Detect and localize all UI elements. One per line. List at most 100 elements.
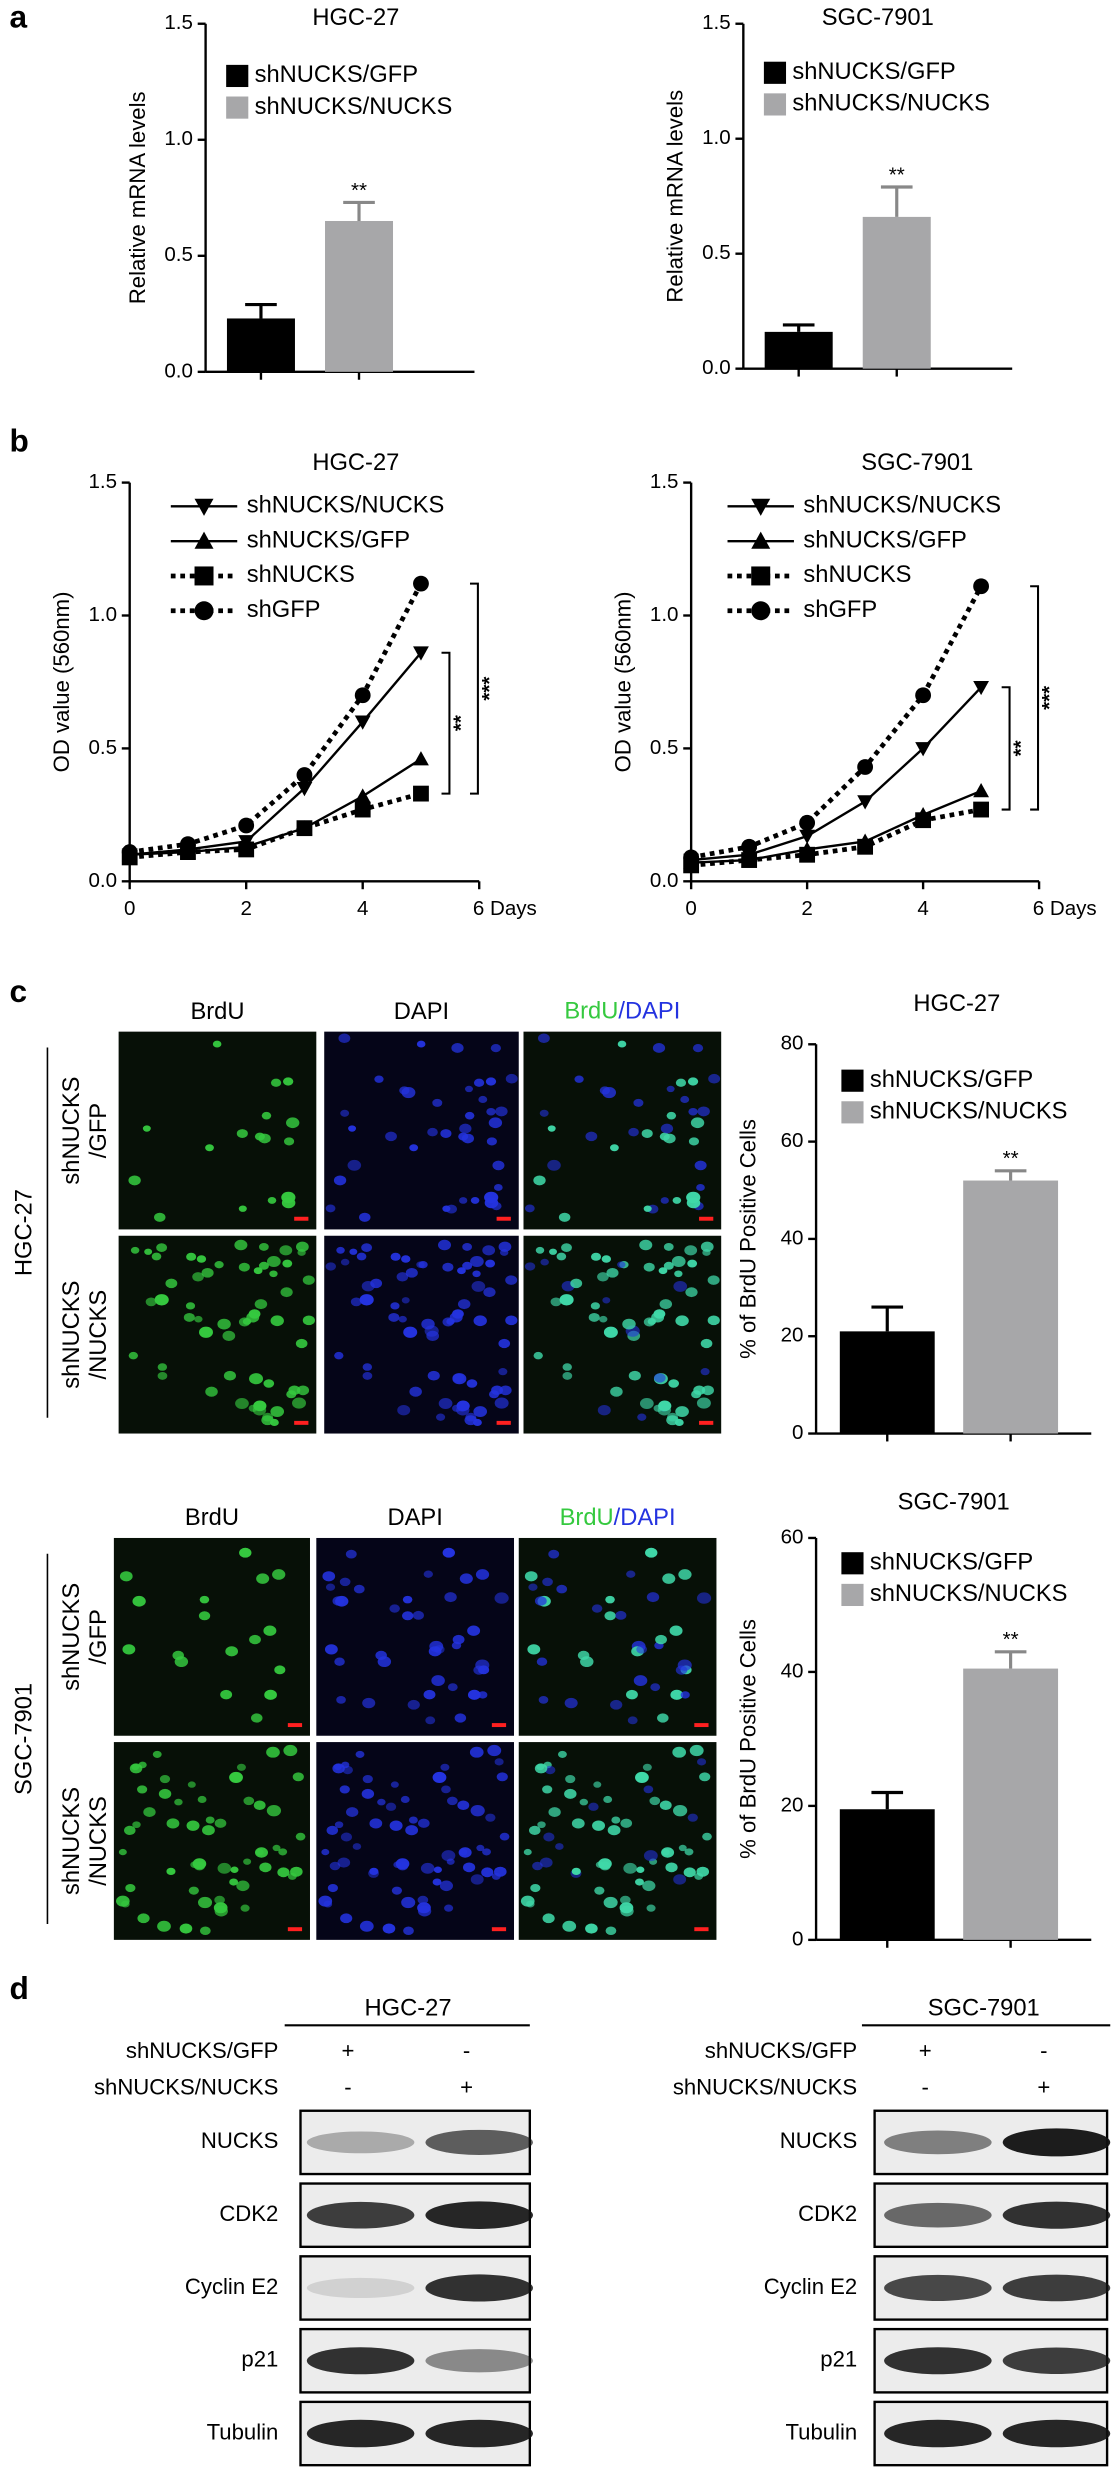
y-tick-label: 0.5 (88, 736, 117, 759)
nucleus (548, 1549, 560, 1559)
nucleus (196, 1255, 207, 1263)
panel-letter: b (9, 422, 28, 458)
nucleus (505, 1315, 518, 1326)
nucleus (680, 1095, 690, 1104)
y-tick-label: 40 (781, 1659, 804, 1682)
significance: ** (1003, 1147, 1019, 1170)
nucleus (603, 1795, 613, 1803)
nucleus (348, 1125, 357, 1132)
nucleus (673, 1874, 687, 1885)
nucleus (198, 1611, 211, 1621)
nucleus (495, 1106, 508, 1117)
nucleus (533, 1175, 546, 1186)
band (1002, 2419, 1111, 2448)
nucleus (702, 1249, 711, 1256)
legend-swatch (841, 1552, 864, 1575)
nucleus (199, 1595, 210, 1604)
nucleus (390, 1302, 400, 1310)
nucleus (302, 1275, 315, 1285)
series-line (129, 758, 422, 856)
y-tick-label: 0 (792, 1421, 803, 1444)
x-tick-label: 0 (124, 897, 135, 920)
nucleus (217, 1318, 231, 1330)
nucleus (253, 1800, 266, 1810)
nucleus (540, 1258, 549, 1266)
nucleus (643, 1785, 654, 1794)
nucleus (462, 1261, 473, 1270)
nucleus (686, 1191, 701, 1204)
marker (413, 785, 429, 802)
nucleus (433, 1645, 445, 1654)
marker (194, 531, 214, 549)
micrograph (118, 1235, 317, 1434)
nucleus (438, 1398, 453, 1410)
nucleus (389, 1604, 400, 1613)
nucleus (174, 1656, 189, 1668)
nucleus (401, 1297, 410, 1304)
nucleus (243, 1796, 255, 1806)
nucleus (296, 1241, 309, 1252)
condition-mark: - (463, 2038, 470, 2063)
nucleus (152, 1750, 162, 1758)
significance: ** (351, 179, 367, 202)
nucleus (597, 1272, 609, 1282)
nucleus (417, 1902, 431, 1914)
column-header: BrdU/DAPI (560, 1505, 676, 1531)
nucleus (350, 1297, 362, 1307)
nucleus (486, 1137, 497, 1146)
micrograph (523, 1235, 722, 1434)
nucleus (263, 1379, 275, 1388)
significance: ** (1010, 740, 1033, 756)
nucleus (691, 1390, 702, 1399)
marker (973, 680, 990, 696)
significance: *** (478, 677, 501, 701)
nucleus (700, 1368, 710, 1376)
nucleus (270, 1078, 282, 1087)
band (306, 2201, 415, 2229)
nucleus (669, 1625, 683, 1636)
nucleus (302, 1315, 315, 1326)
nucleus (266, 1746, 280, 1758)
nucleus (412, 1610, 424, 1620)
nucleus (597, 1405, 611, 1416)
micrograph (518, 1742, 717, 1940)
nucleus (462, 1242, 473, 1251)
nucleus (225, 1646, 239, 1657)
series-line (691, 686, 982, 862)
nucleus (542, 1785, 553, 1794)
marker (180, 836, 196, 853)
marker (683, 849, 700, 866)
legend-swatch (841, 1101, 864, 1124)
nucleus (478, 1095, 488, 1104)
chart-title: HGC-27 (312, 450, 399, 476)
nucleus (646, 1592, 660, 1603)
nucleus (416, 1040, 426, 1048)
nucleus (334, 1351, 344, 1360)
chart-title: SGC-7901 (861, 450, 973, 476)
nucleus (229, 1878, 239, 1886)
band (306, 2419, 415, 2448)
marker (857, 838, 874, 855)
nucleus (284, 1137, 295, 1146)
nucleus (439, 1880, 454, 1892)
nucleus (128, 1175, 141, 1186)
nucleus (594, 1886, 605, 1895)
nucleus (432, 1098, 443, 1107)
nucleus (485, 1813, 496, 1822)
nucleus (266, 1805, 282, 1817)
nucleus (397, 1405, 411, 1416)
y-axis-label: % of BrdU Positive Cells (736, 1619, 761, 1859)
bar (325, 220, 394, 372)
nucleus (650, 1683, 661, 1692)
nucleus (499, 1832, 510, 1841)
merge-part: BrdU (564, 999, 618, 1025)
column-header: DAPI (394, 999, 449, 1025)
nucleus (137, 1785, 148, 1794)
nucleus (118, 1848, 127, 1856)
nucleus (547, 1159, 561, 1171)
nucleus (653, 1309, 666, 1319)
nucleus (687, 1259, 698, 1268)
nucleus (340, 1832, 353, 1842)
marker (741, 838, 758, 855)
nucleus (402, 1595, 413, 1604)
